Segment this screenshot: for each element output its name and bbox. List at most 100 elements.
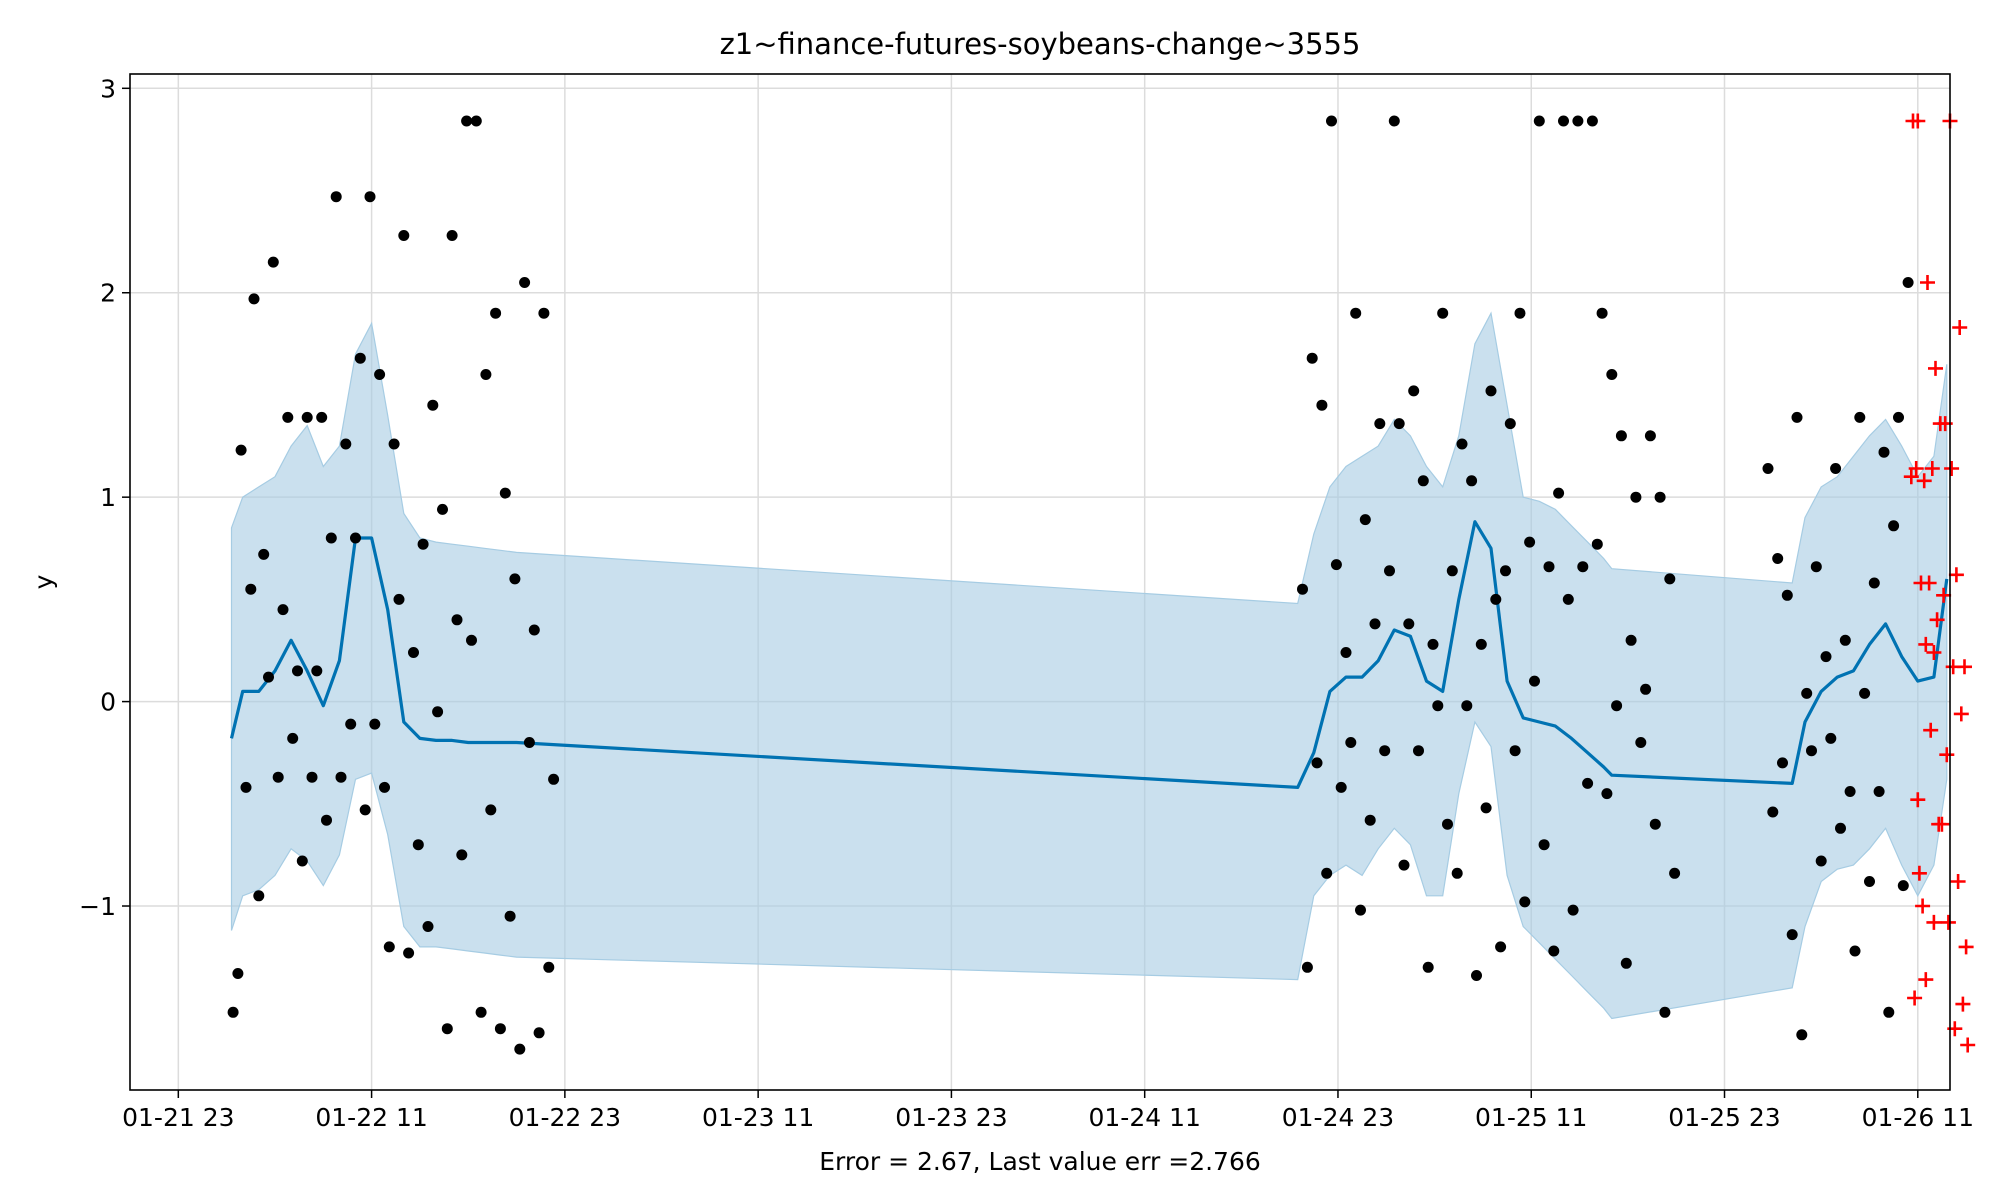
test-point	[1916, 473, 1932, 489]
test-point	[1910, 113, 1926, 129]
observed-point	[422, 921, 434, 932]
observed-point	[543, 961, 555, 973]
observed-point	[1529, 675, 1540, 687]
observed-point	[1350, 307, 1362, 319]
observed-point	[1548, 945, 1560, 957]
observed-points-layer	[227, 115, 1914, 1055]
test-point	[1918, 972, 1934, 988]
observed-point	[359, 804, 371, 816]
observed-point	[398, 230, 410, 241]
observed-point	[1326, 115, 1337, 127]
observed-point	[1897, 880, 1909, 892]
observed-point	[1596, 307, 1608, 319]
observed-point	[538, 307, 550, 319]
observed-point	[292, 665, 303, 677]
observed-point	[1379, 745, 1391, 757]
observed-point	[1345, 737, 1357, 748]
test-point	[1907, 990, 1923, 1006]
x-tick-label: 01-23 23	[895, 1103, 1007, 1132]
test-point	[1924, 461, 1940, 476]
observed-point	[1553, 487, 1565, 499]
test-point	[1903, 469, 1919, 485]
observed-point	[383, 941, 395, 953]
observed-point	[393, 593, 405, 605]
test-point	[1920, 275, 1935, 290]
observed-point	[1297, 583, 1308, 595]
x-tick-label: 01-23 11	[702, 1103, 814, 1132]
test-point	[1934, 816, 1950, 832]
observed-point	[1669, 867, 1681, 879]
observed-point	[282, 411, 294, 423]
observed-point	[1398, 859, 1410, 871]
test-point	[1929, 612, 1945, 628]
observed-point	[1374, 418, 1386, 430]
test-point	[1911, 865, 1927, 881]
observed-point	[446, 230, 458, 241]
observed-point	[1644, 430, 1656, 442]
y-tick-label: 0	[100, 688, 116, 717]
observed-point	[1485, 385, 1497, 397]
observed-point	[1442, 818, 1453, 830]
observed-point	[1504, 418, 1516, 430]
observed-point	[374, 369, 386, 380]
observed-point	[1649, 818, 1661, 830]
observed-point	[485, 804, 497, 816]
observed-point	[263, 671, 274, 683]
observed-point	[1762, 463, 1774, 474]
observed-point	[523, 737, 535, 748]
observed-point	[1306, 352, 1318, 364]
observed-point	[1461, 700, 1473, 712]
y-axis-label: y	[29, 574, 58, 589]
observed-point	[1572, 115, 1584, 127]
observed-point	[470, 115, 482, 127]
observed-point	[1543, 561, 1555, 573]
observed-point	[1413, 745, 1424, 757]
test-point	[1939, 747, 1955, 763]
observed-point	[480, 369, 492, 380]
observed-point	[437, 503, 448, 515]
observed-point	[456, 849, 468, 861]
observed-point	[1767, 806, 1779, 818]
observed-point	[1606, 369, 1618, 380]
observed-point	[1567, 904, 1579, 916]
observed-point	[494, 1023, 506, 1035]
observed-point	[1615, 430, 1627, 442]
observed-point	[499, 487, 511, 499]
observed-point	[1864, 876, 1875, 887]
observed-point	[379, 781, 390, 793]
observed-point	[1490, 593, 1502, 605]
test-point	[1957, 659, 1972, 675]
test-point	[1944, 461, 1960, 476]
observed-point	[509, 573, 521, 585]
observed-point	[1422, 961, 1434, 973]
observed-point	[350, 532, 361, 544]
observed-point	[1562, 593, 1574, 605]
observed-point	[1620, 957, 1632, 969]
test-point	[1926, 914, 1942, 930]
observed-point	[451, 614, 463, 626]
observed-point	[1825, 732, 1837, 744]
test-point	[1953, 706, 1969, 722]
observed-point	[1854, 411, 1866, 423]
observed-point	[1471, 970, 1482, 981]
observed-point	[335, 771, 347, 783]
observed-point	[1408, 385, 1420, 397]
observed-point	[296, 855, 308, 867]
observed-point	[1601, 788, 1613, 800]
x-tick-label: 01-25 23	[1668, 1103, 1780, 1132]
observed-point	[1451, 867, 1463, 879]
test-point	[1928, 360, 1943, 376]
test-point	[1921, 575, 1937, 591]
observed-point	[1475, 638, 1487, 650]
test-point	[1918, 636, 1934, 652]
observed-point	[412, 839, 424, 851]
test-point	[1936, 587, 1952, 603]
x-axis-label: Error = 2.67, Last value err =2.766	[819, 1147, 1261, 1176]
observed-point	[1625, 634, 1637, 646]
observed-point	[1893, 411, 1904, 423]
observed-point	[1311, 757, 1323, 769]
observed-point	[1437, 307, 1449, 319]
observed-point	[1524, 536, 1536, 548]
observed-point	[354, 352, 366, 364]
observed-point	[1369, 618, 1381, 630]
